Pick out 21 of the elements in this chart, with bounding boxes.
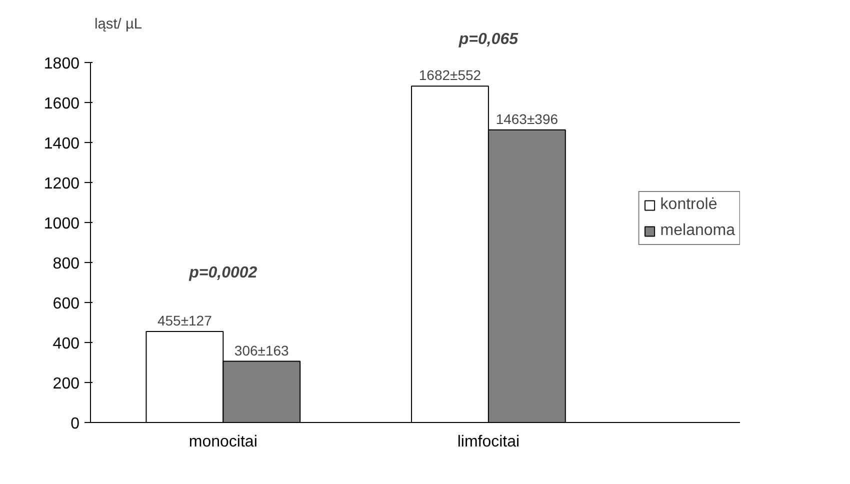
y-tick-label: 1800 — [44, 56, 80, 72]
legend-label: kontrolė — [660, 196, 718, 214]
y-tick-label: 400 — [52, 336, 80, 352]
y-tick-label: 600 — [52, 296, 80, 312]
y-tick-label: 0 — [70, 416, 80, 432]
y-tick-label: 800 — [52, 256, 80, 272]
y-tick-label: 200 — [52, 376, 80, 392]
text: p=0,065 — [458, 31, 520, 48]
legend-label: melanoma — [660, 222, 735, 240]
y-tick-label: 1000 — [44, 216, 80, 232]
y-tick-label: 1200 — [44, 176, 80, 192]
data-label: 455±127 — [157, 312, 212, 328]
data-label: 1682±552 — [418, 67, 482, 84]
y-tick-label: 1400 — [44, 136, 80, 152]
data-label: 1463±396 — [496, 110, 558, 127]
y-tick-label: 1600 — [44, 96, 80, 112]
x-tick-label: monocitai — [188, 434, 258, 450]
y-axis-title: ląst/ µL — [94, 16, 142, 32]
x-tick-label: limfocitai — [457, 434, 520, 450]
annotation: p=0,0002 — [188, 264, 258, 282]
data-label: 306±163 — [234, 342, 290, 358]
